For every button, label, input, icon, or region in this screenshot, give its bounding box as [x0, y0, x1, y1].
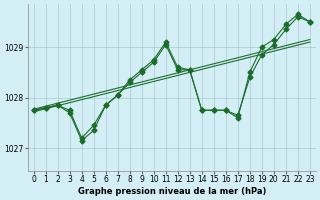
- X-axis label: Graphe pression niveau de la mer (hPa): Graphe pression niveau de la mer (hPa): [77, 187, 266, 196]
